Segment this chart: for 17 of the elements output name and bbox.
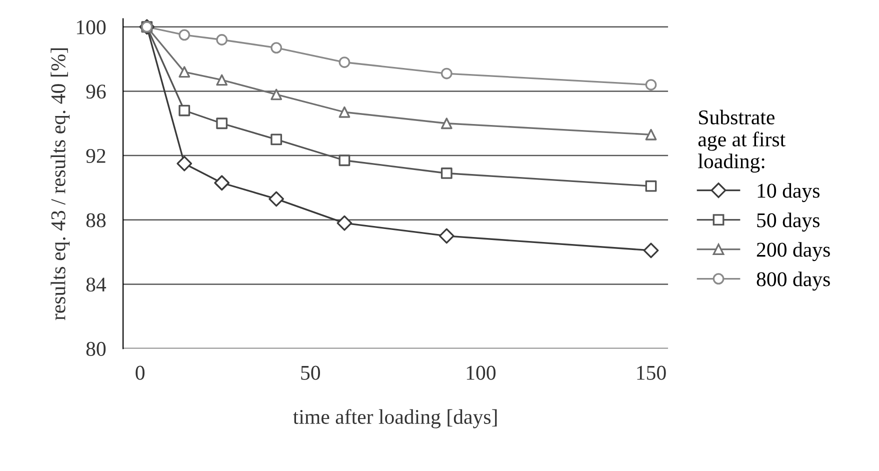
legend-label: 10 days xyxy=(758,183,820,202)
y-tick-label: 96 xyxy=(86,84,106,99)
y-tick-label: 88 xyxy=(86,213,106,228)
x-tick-label: 150 xyxy=(637,366,666,380)
legend-label: 800 days xyxy=(756,272,830,291)
y-tick-label: 80 xyxy=(86,342,106,356)
x-tick-label: 100 xyxy=(466,366,496,380)
legend-label: 50 days xyxy=(757,212,820,232)
y-tick-label: 100 xyxy=(76,20,106,34)
legend-title: Substrate age at first loading: xyxy=(698,110,786,173)
legend-label: 200 days xyxy=(756,242,830,262)
x-tick-label: 0 xyxy=(136,366,145,380)
y-tick-label: 84 xyxy=(86,278,106,292)
y-axis-title: results eq. 43 / results eq. 40 [%] xyxy=(50,48,70,320)
x-tick-label: 50 xyxy=(301,366,320,380)
x-axis-title: time after loading [days] xyxy=(293,409,497,428)
y-tick-label: 92 xyxy=(86,148,106,163)
